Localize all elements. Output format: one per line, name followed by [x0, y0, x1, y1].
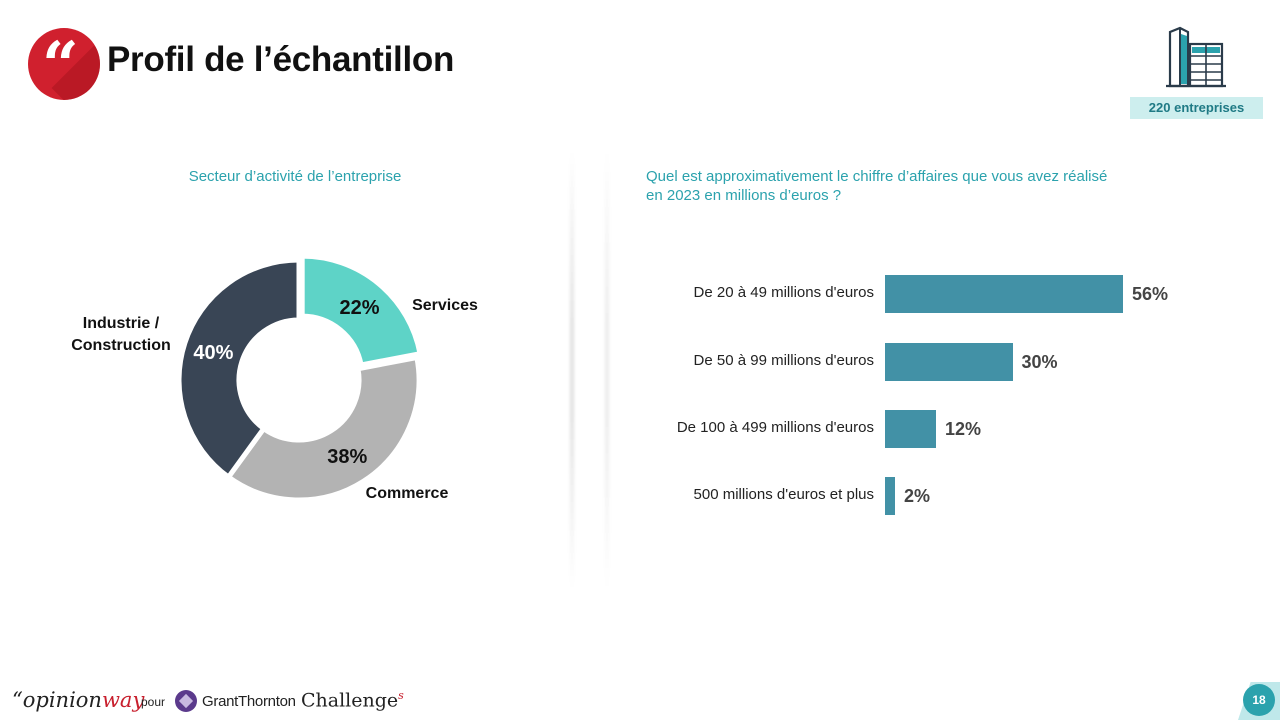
challenges-logo: Challenges [301, 689, 404, 712]
donut-slice-industrie [176, 257, 302, 481]
bar-value-label: 56% [1132, 284, 1169, 304]
bar-category-label: De 100 à 499 millions d'euros [676, 419, 874, 436]
bar-value-label: 30% [1021, 352, 1058, 372]
bar-chart-title: Quel est approximativement le chiffre d’… [646, 168, 1108, 204]
bar [885, 275, 1123, 313]
footer-pour: pour [141, 695, 166, 709]
grant-thornton-icon [175, 690, 197, 712]
quote-icon: “ [28, 28, 100, 100]
bar [885, 343, 1013, 381]
donut-slice-commerce [224, 354, 422, 503]
donut-chart-title: Secteur d’activité de l’entreprise [188, 168, 402, 185]
donut-category-label: Commerce [366, 485, 449, 502]
bar-value-label: 12% [945, 419, 982, 439]
donut-percent-label: 22% [340, 297, 380, 319]
grant-thornton-logo: GrantThornton [202, 693, 296, 710]
bar-category-label: 500 millions d'euros et plus [693, 486, 874, 503]
sample-size-badge: 220 entreprises [1130, 97, 1263, 119]
building-icon [1166, 26, 1226, 88]
donut-category-label: Industrie / Construction [71, 315, 171, 354]
bar-category-label: De 20 à 49 millions d'euros [693, 284, 874, 301]
bar-category-label: De 50 à 99 millions d'euros [693, 352, 874, 369]
page-number: 18 [1243, 684, 1275, 716]
donut-percent-label: 40% [193, 342, 233, 364]
opinionway-logo: “opinionway [12, 688, 145, 712]
donut-percent-label: 38% [327, 446, 367, 468]
bar [885, 477, 895, 515]
bar-value-label: 2% [904, 486, 931, 506]
divider [570, 150, 574, 590]
donut-category-label: Services [412, 297, 478, 314]
donut-slice-services [299, 253, 423, 368]
page-title: Profil de l’échantillon [107, 40, 455, 79]
divider [605, 150, 609, 590]
bar [885, 410, 936, 448]
